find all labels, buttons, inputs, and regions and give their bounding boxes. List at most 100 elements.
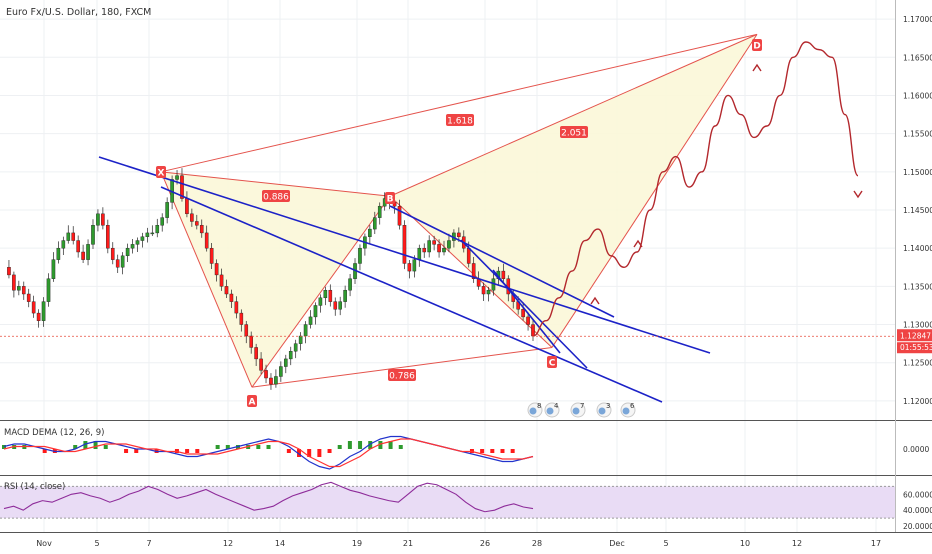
time-tick: 12: [223, 539, 233, 548]
pattern-leg-BC: [389, 195, 553, 348]
macd-histogram-bar: [398, 445, 403, 449]
event-badge-count: 6: [630, 402, 635, 410]
candle-body: [21, 286, 26, 295]
candle-body: [31, 301, 36, 314]
candle-body: [244, 324, 249, 337]
macd-histogram-bar: [124, 449, 129, 453]
candle-body: [318, 297, 323, 306]
ratio-label-bg: [388, 369, 416, 381]
projection-arrow: [752, 63, 762, 72]
macd-histogram-bar: [480, 449, 485, 453]
time-tick: 12: [792, 539, 802, 548]
macd-histogram-bar: [368, 441, 373, 449]
projection-arrow: [633, 239, 643, 248]
time-axis[interactable]: Nov 5 7 12 14 19 21 26 28 Dec 5 10 12 17: [36, 539, 881, 548]
macd-histogram-bar: [347, 441, 352, 449]
price-tick: 1.13500: [903, 282, 932, 291]
candle-body: [521, 309, 525, 318]
pivot-label-B: B: [387, 195, 394, 205]
candle-body: [279, 366, 283, 377]
candle-body: [165, 202, 169, 218]
ratio-label-bg: [446, 114, 474, 126]
macd-panel: MACD DEMA (12, 26, 9) 0.0000: [2, 428, 929, 470]
event-badge-count: 7: [580, 402, 584, 410]
macd-histogram-bar: [297, 449, 302, 457]
price-tick: 1.16500: [903, 53, 932, 62]
candle-body: [120, 255, 125, 268]
candle-body: [313, 305, 318, 318]
price-axis[interactable]: 1.17000 1.16500 1.16000 1.15500 1.15000 1.145…: [0, 15, 932, 406]
candle-body: [91, 225, 95, 245]
time-tick: 5: [94, 539, 99, 548]
trendline: [492, 269, 561, 354]
countdown-label-bg: [897, 342, 932, 354]
price-tick: 1.16000: [903, 91, 932, 100]
ratio-label: 1.618: [447, 117, 473, 127]
price-tick: 1.14500: [903, 206, 932, 215]
macd-histogram-bar: [83, 441, 88, 449]
candle-body: [195, 221, 199, 226]
pattern-triangle-xab: [161, 171, 390, 388]
candle-body: [145, 232, 150, 237]
candle-body: [7, 267, 11, 276]
candle-body: [185, 198, 189, 215]
trendline: [160, 186, 663, 403]
pattern-leg-XA: [160, 171, 253, 388]
candle-body: [56, 247, 61, 260]
candle-body: [259, 358, 263, 371]
candle-body: [155, 225, 160, 234]
countdown-label: 01:55:53: [900, 343, 932, 352]
rsi-band: [0, 486, 895, 519]
candle-body: [442, 247, 446, 253]
candle-body: [81, 251, 85, 260]
event-badges: 8 4 7 3 6: [527, 402, 636, 418]
candle-body: [343, 289, 347, 302]
ratio-label: 0.886: [263, 193, 289, 203]
pattern-leg-AB: [251, 195, 391, 388]
candle-body: [180, 175, 184, 199]
candle-body: [224, 286, 229, 295]
candle-body: [531, 324, 535, 337]
macd-tick: 0.0000: [903, 445, 929, 454]
event-badge-count: 4: [554, 402, 559, 410]
ratio-label-bg: [262, 190, 290, 202]
rsi-tick: 60.0000: [903, 490, 932, 499]
candle-body: [447, 240, 451, 249]
candle-body: [110, 247, 115, 260]
candle-body: [377, 205, 382, 218]
candle-body: [140, 236, 145, 241]
candle-body: [501, 270, 506, 279]
pivot-label-bg-A: [247, 395, 257, 407]
candle-body: [338, 301, 342, 310]
flag-icon: [546, 407, 554, 415]
candle-body: [190, 213, 194, 222]
candle-body: [254, 347, 258, 360]
candle-body: [106, 225, 110, 249]
candle-body: [288, 351, 293, 360]
pivot-label-D: D: [753, 42, 760, 52]
flag-icon: [529, 407, 537, 415]
candle-body: [417, 247, 422, 260]
price-tick: 1.17000: [903, 15, 932, 24]
candle-body: [333, 301, 338, 310]
candle-body: [130, 244, 135, 249]
candle-body: [175, 175, 179, 180]
candle-body: [412, 259, 417, 272]
candle-body: [486, 289, 491, 295]
time-tick: Nov: [36, 539, 52, 548]
rsi-title: RSI (14, close): [4, 482, 65, 492]
candle-body: [26, 293, 31, 302]
pivot-label-A: A: [249, 398, 256, 408]
candle-body: [308, 316, 313, 325]
macd-histogram-bar: [93, 441, 98, 449]
rsi-tick: 40.0000: [903, 506, 932, 515]
time-tick: 7: [146, 539, 151, 548]
candle-body: [239, 312, 244, 325]
time-tick: 21: [403, 539, 413, 548]
candle-body: [71, 232, 76, 241]
macd-title: MACD DEMA (12, 26, 9): [4, 428, 104, 438]
candle-body: [36, 312, 41, 321]
candle-body: [125, 247, 130, 257]
